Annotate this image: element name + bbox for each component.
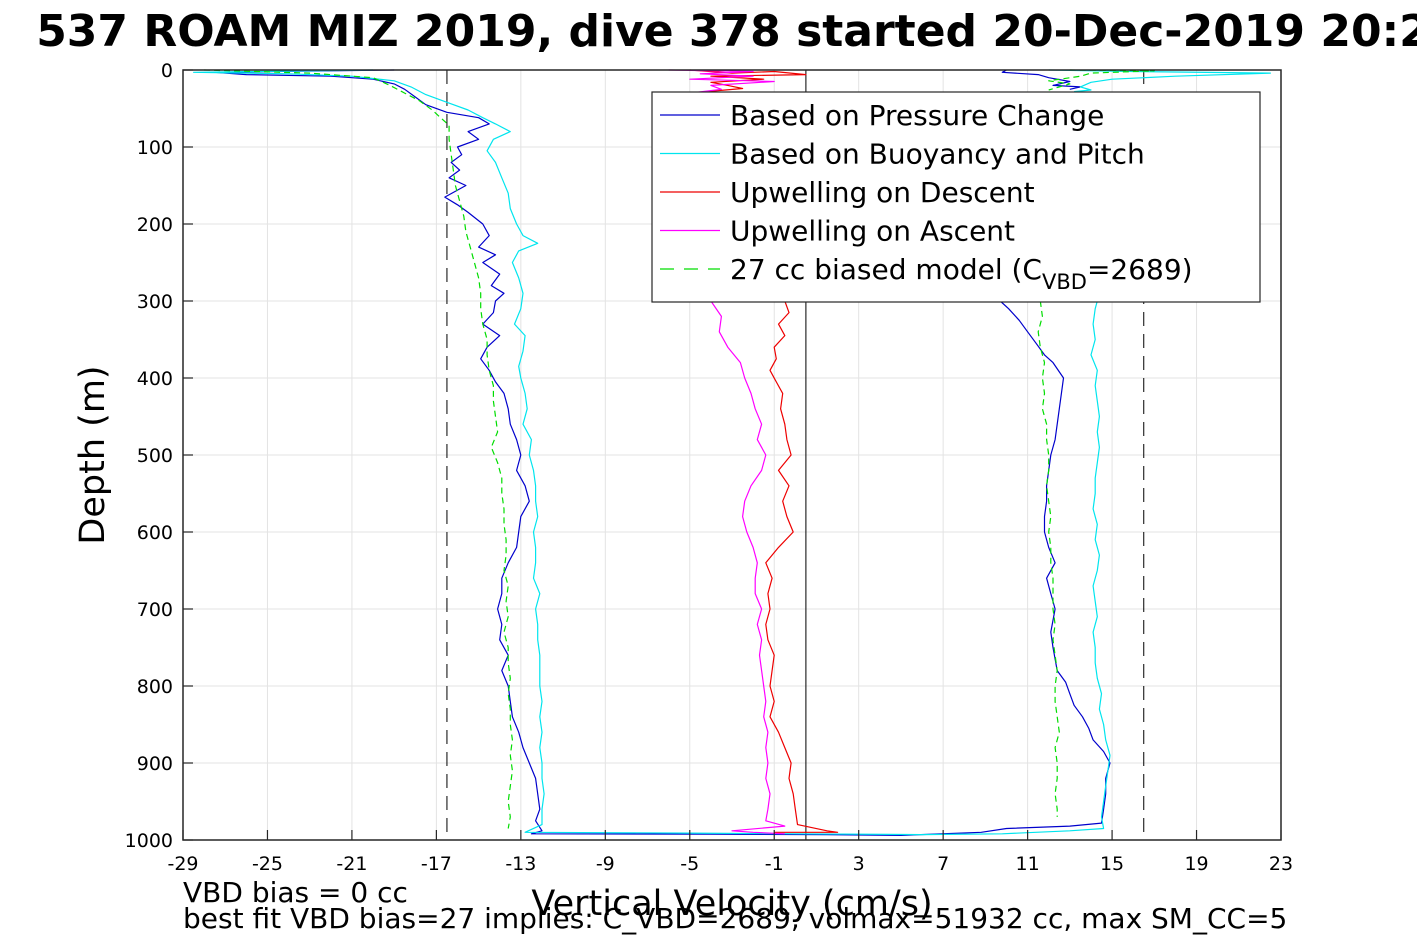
series-line [668,69,775,94]
series-1 [193,69,1272,836]
series-2 [689,69,839,833]
x-axis-label: Vertical Velocity (cm/s) [531,884,932,924]
series-line [1037,300,1060,817]
y-tick-label: 400 [137,368,173,390]
legend-entry-label: Based on Buoyancy and Pitch [730,138,1145,171]
series-4 [204,69,1155,829]
x-tick-label: -1 [765,853,784,875]
x-tick-label: -17 [421,853,452,875]
x-tick-label: -25 [252,853,283,875]
y-tick-label: 800 [137,676,173,698]
x-tick-label: 7 [937,853,949,875]
y-tick-label: 600 [137,522,173,544]
x-tick-label: -21 [336,853,367,875]
x-tick-label: -13 [505,853,536,875]
series-line [689,69,807,93]
series-line [710,300,786,835]
x-tick-label: 15 [1100,853,1124,875]
legend-box [651,91,1261,303]
x-tick-label: -5 [680,853,699,875]
legend-entry-label: Upwelling on Ascent [730,215,1015,248]
legend: Based on Pressure Change Based on Buoyanc… [651,91,1261,303]
y-tick-label: 1000 [125,830,173,852]
y-tick-label: 200 [137,214,173,236]
y-tick-label: 900 [137,753,173,775]
figure-title: 537 ROAM MIZ 2019, dive 378 started 20-D… [36,6,1417,57]
series-line [204,69,514,829]
series-line [1048,69,1272,93]
y-tick-label: 700 [137,599,173,621]
y-tick-label: 300 [137,291,173,313]
x-tick-label: 3 [853,853,865,875]
x-tick-label: -9 [596,853,615,875]
x-tick-label: -29 [167,853,198,875]
series-line [765,300,839,833]
series-3 [668,69,786,835]
y-tick-label: 100 [137,137,173,159]
footer-vbd-bias: VBD bias = 0 cc [183,876,408,909]
x-tick-label: 23 [1269,853,1293,875]
y-tick-label: 500 [137,445,173,467]
series-line [214,69,1111,837]
series-line [193,69,1111,836]
x-tick-label: 11 [1016,853,1040,875]
axis-ticks: -29 -25 -21 -17 -13 -9 -5 -1 3 7 11 15 19 23010020030… [125,60,1293,875]
legend-entry-label: Upwelling on Descent [730,176,1035,209]
y-tick-label: 0 [161,60,173,82]
legend-entry-label: Based on Pressure Change [730,99,1104,132]
x-tick-label: 19 [1184,853,1208,875]
footer-best-fit: best fit VBD bias=27 implies: C_VBD=2689… [183,902,1287,935]
data-series [193,69,1272,837]
series-line [1048,69,1155,91]
y-axis-label: Depth (m) [73,365,113,544]
